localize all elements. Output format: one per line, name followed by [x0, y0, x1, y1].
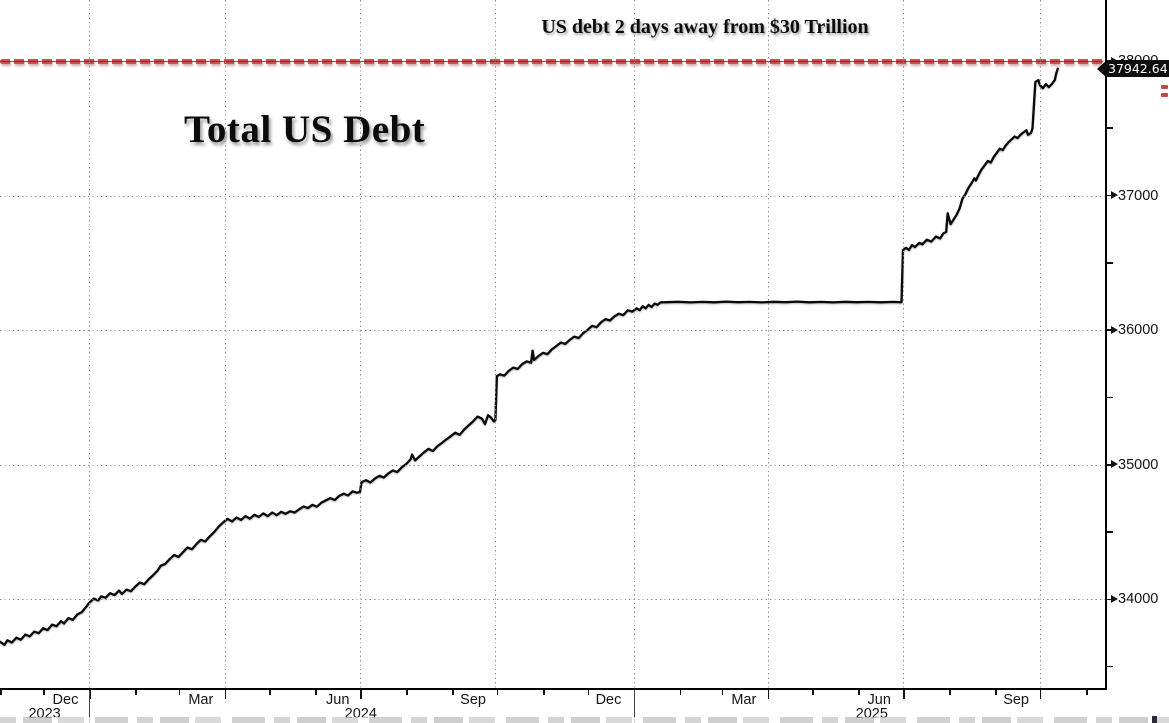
y-axis-tick-label: 36000	[1118, 322, 1159, 339]
y-axis-minor-tick	[1107, 262, 1113, 264]
x-axis-tick	[135, 690, 137, 695]
x-axis-tick	[1039, 690, 1042, 699]
y-axis-tick-label: 34000	[1118, 591, 1159, 608]
gridline-vertical	[1039, 0, 1041, 688]
gridline-vertical	[224, 0, 226, 688]
y-axis-line	[1105, 0, 1107, 690]
y-axis-tick-arrow-icon	[1111, 325, 1118, 334]
y-axis-tick-label: 37000	[1118, 187, 1159, 204]
x-axis-tick	[269, 690, 271, 695]
threshold-marker-fragment	[1161, 93, 1168, 97]
y-axis-tick	[1107, 598, 1113, 601]
gridline-vertical	[89, 0, 91, 688]
threshold-marker-fragment	[1161, 85, 1168, 89]
x-axis-tick	[360, 690, 362, 699]
x-axis-tick	[721, 690, 724, 695]
x-axis-month-label: Sep	[1003, 692, 1029, 708]
x-axis-tick	[315, 690, 317, 695]
threshold-line-core	[0, 61, 1103, 62]
x-axis-month-label: Mar	[188, 692, 214, 708]
x-axis-tick	[679, 690, 682, 695]
y-axis-minor-tick	[1107, 127, 1113, 130]
x-axis-tick	[452, 690, 454, 695]
x-axis-tick	[858, 690, 860, 695]
gridline-vertical	[903, 0, 905, 688]
x-axis-tick	[949, 690, 951, 695]
y-axis-tick-arrow-icon	[1111, 594, 1118, 603]
plot-area: US debt 2 days away from $30 Trillion To…	[0, 0, 1107, 690]
y-axis-minor-tick	[1107, 396, 1113, 399]
x-axis-tick	[587, 690, 590, 695]
x-axis-tick	[406, 690, 408, 695]
x-axis-tick	[767, 690, 770, 699]
gridline-vertical	[360, 0, 362, 688]
cropped-footer-text	[0, 717, 1169, 723]
gridline-horizontal	[0, 599, 1105, 601]
x-axis-month-label: Jun	[867, 692, 891, 708]
x-axis-month-label: Mar	[731, 692, 757, 708]
y-axis-tick-label: 35000	[1118, 456, 1159, 473]
x-axis-tick	[496, 690, 499, 695]
x-axis-month-label: Dec	[595, 692, 622, 708]
y-axis-tick	[1107, 463, 1113, 466]
y-axis-tick	[1107, 194, 1113, 197]
y-axis-tick-arrow-icon	[1111, 191, 1118, 200]
gridline-horizontal	[0, 464, 1105, 466]
x-axis-year-separator	[89, 690, 91, 723]
x-axis-tick	[1086, 690, 1088, 695]
y-axis-minor-tick	[1107, 665, 1113, 668]
tag-value-text: 37942.64	[1106, 60, 1169, 78]
x-axis-tick	[224, 690, 227, 699]
chart-title: Total US Debt	[184, 108, 426, 151]
x-axis-tick	[812, 690, 814, 695]
x-axis-year-separator	[633, 690, 635, 723]
last-value-tag: 37942.64	[1097, 60, 1169, 78]
x-axis-month-label: Dec	[52, 692, 79, 708]
total-us-debt-line	[0, 67, 1059, 646]
gridline-horizontal	[0, 195, 1105, 197]
x-axis-tick	[178, 690, 181, 695]
x-axis-month-label: Jun	[326, 692, 350, 708]
debt-line-series	[0, 67, 1059, 646]
gridline-vertical	[767, 0, 769, 688]
x-axis-tick	[543, 690, 545, 695]
cropped-footer-mark	[1152, 716, 1157, 723]
y-axis-tick	[1107, 329, 1113, 331]
tag-arrow-icon	[1097, 60, 1106, 77]
x-axis-tick	[43, 690, 45, 695]
x-axis-tick	[995, 690, 997, 695]
gridline-vertical	[495, 0, 497, 688]
x-axis-line	[0, 688, 1107, 690]
x-axis-tick	[0, 690, 2, 695]
annotation-title: US debt 2 days away from $30 Trillion	[541, 16, 869, 38]
gridline-horizontal	[0, 330, 1105, 332]
x-axis-month-label: Sep	[460, 692, 486, 708]
gridline-vertical	[633, 0, 635, 688]
y-axis-tick-arrow-icon	[1111, 460, 1118, 469]
x-axis-tick	[903, 690, 905, 699]
y-axis-minor-tick	[1107, 531, 1113, 533]
